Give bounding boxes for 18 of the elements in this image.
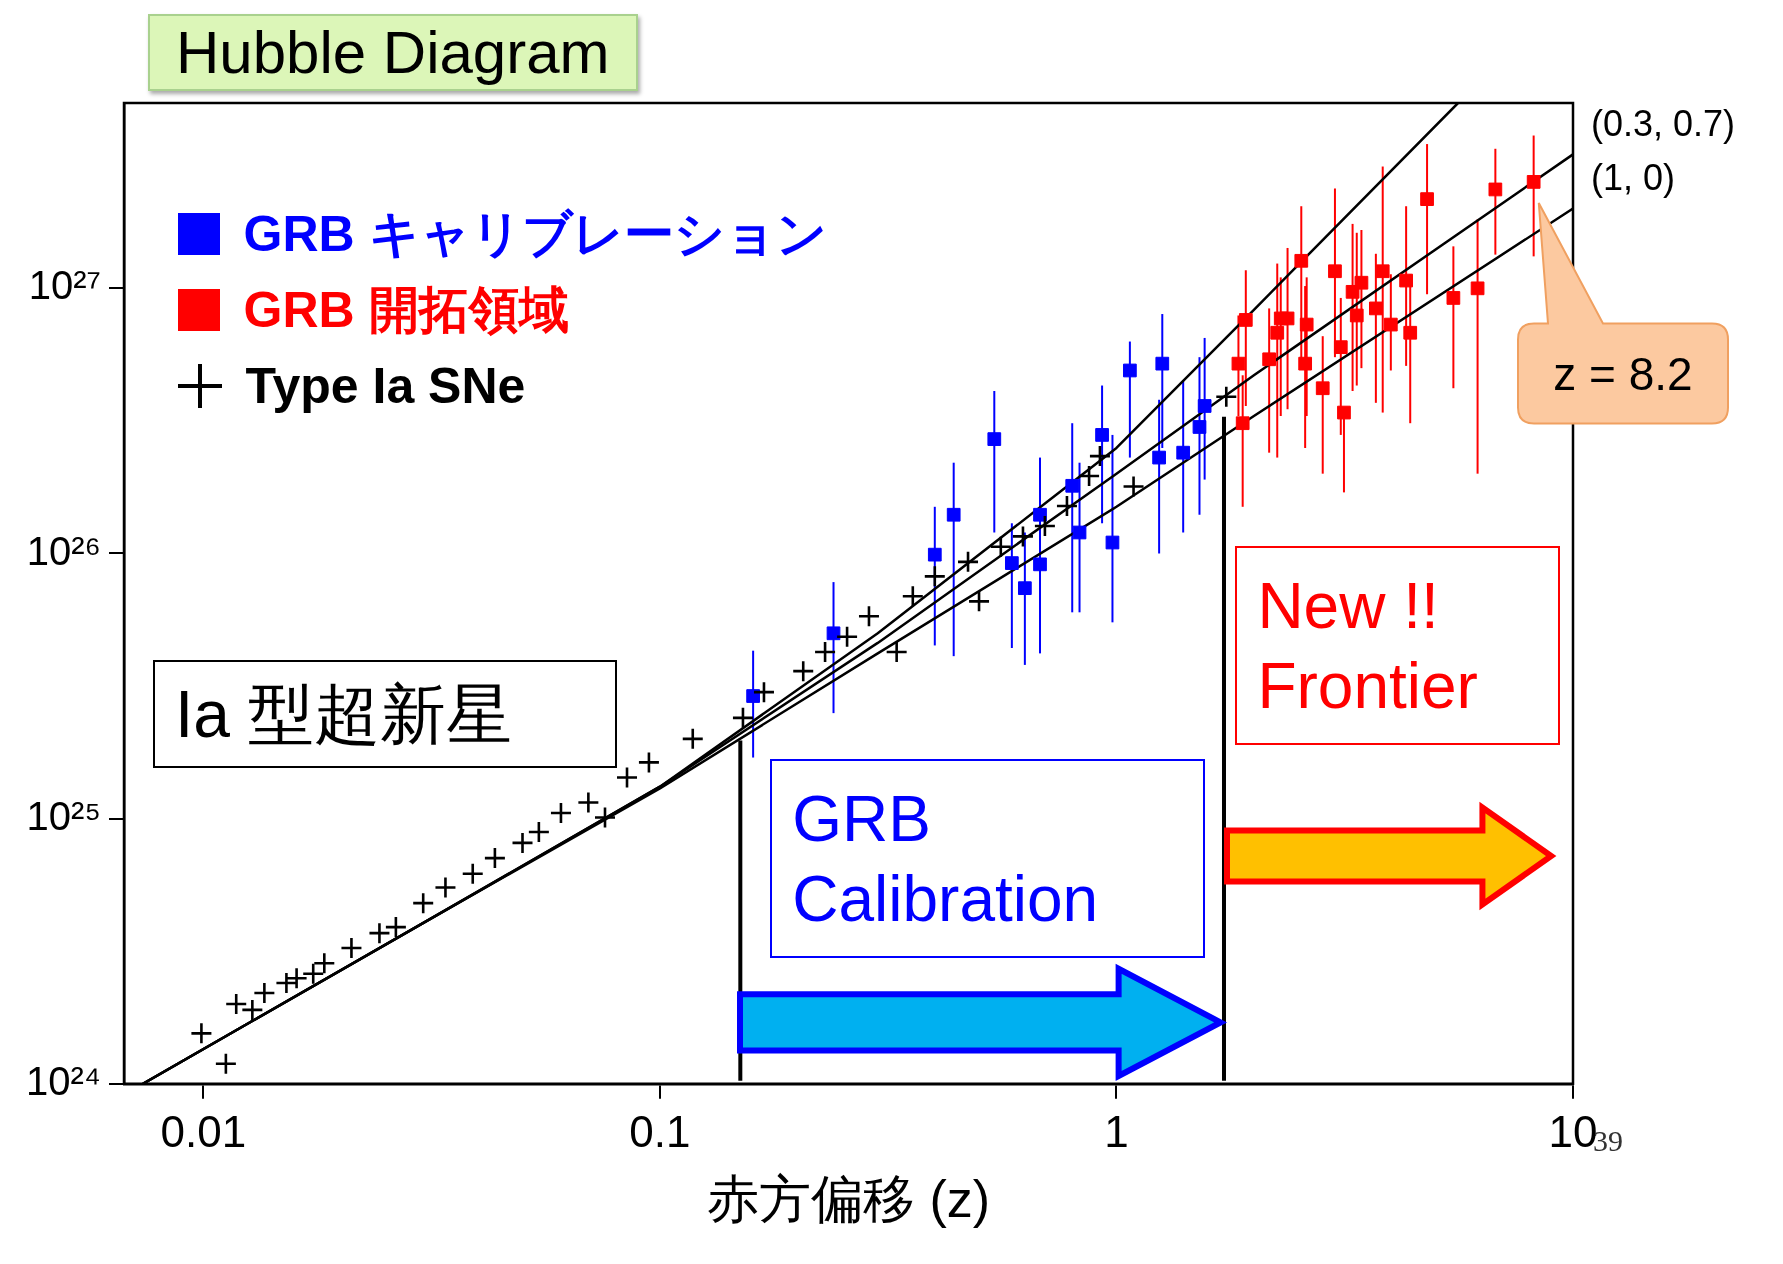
x-axis-title: 赤方偏移 (z): [706, 1170, 991, 1229]
series-label: (1, 0): [1591, 157, 1676, 199]
y-tick-label: 10²⁶: [26, 528, 101, 573]
series-label: (0.3, 0.7): [1591, 103, 1736, 145]
legend-label: GRB キャリブレーション: [243, 204, 827, 264]
annotation: New !! Frontier: [1235, 546, 1560, 746]
legend-label: GRB 開拓領域: [243, 280, 569, 340]
y-tick-label: 10²⁴: [26, 1058, 101, 1103]
x-tick-label: 0.01: [160, 1107, 247, 1157]
annotation: GRB Calibration: [770, 759, 1205, 959]
x-tick-label: 1: [1104, 1107, 1129, 1157]
y-tick-label: 10²⁷: [28, 263, 101, 308]
annotation: Ia 型超新星: [152, 660, 617, 768]
x-tick-label: 0.1: [629, 1107, 691, 1157]
annotation: z = 8.2: [1552, 346, 1694, 402]
y-tick-label: 10²⁵: [26, 793, 101, 838]
chart-title: Hubble Diagram: [148, 14, 638, 91]
legend-label: Type Ia SNe: [245, 357, 526, 416]
